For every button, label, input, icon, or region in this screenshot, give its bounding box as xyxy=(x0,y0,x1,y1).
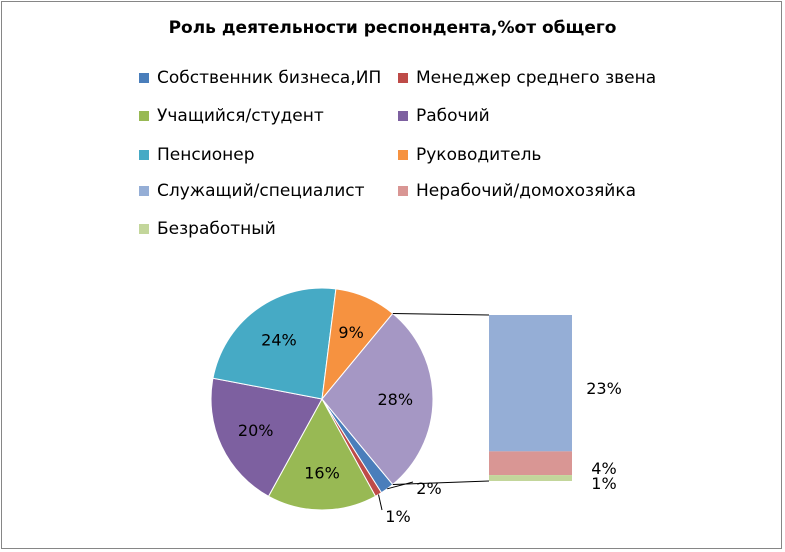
connector-line xyxy=(392,480,490,485)
data-label: 28% xyxy=(377,390,413,409)
legend-item: Нерабочий/домохозяйка xyxy=(398,180,636,202)
legend-swatch xyxy=(139,73,149,83)
data-label: 4% xyxy=(591,459,616,478)
bar-segment xyxy=(489,451,572,476)
legend-item: Руководитель xyxy=(398,144,541,166)
connector-line xyxy=(392,313,490,316)
data-label: 1% xyxy=(591,474,616,493)
data-label: 20% xyxy=(238,421,274,440)
legend-swatch xyxy=(139,111,149,121)
legend-item: Менеджер среднего звена xyxy=(398,67,656,89)
legend-label: Менеджер среднего звена xyxy=(416,68,657,88)
pie-slice xyxy=(212,287,337,400)
pie-slice xyxy=(210,377,323,497)
chart-title: Роль деятельности респондента,%от общего xyxy=(168,18,617,38)
pie-slice xyxy=(267,397,377,511)
legend-swatch xyxy=(398,73,408,83)
legend-item: Пенсионер xyxy=(139,144,255,166)
legend-label: Нерабочий/домохозяйка xyxy=(416,181,637,201)
data-label: 9% xyxy=(338,323,363,342)
legend-label: Служащий/специалист xyxy=(157,181,365,201)
leader-line xyxy=(387,481,414,490)
data-label: 24% xyxy=(261,331,297,350)
legend-label: Собственник бизнеса,ИП xyxy=(157,68,382,88)
legend-swatch xyxy=(398,111,408,121)
legend-swatch xyxy=(398,186,408,196)
bar-segment xyxy=(489,475,572,481)
legend-swatch xyxy=(139,186,149,196)
leader-line xyxy=(378,494,383,511)
data-label: 16% xyxy=(304,463,340,482)
legend-item: Рабочий xyxy=(398,105,490,127)
bar-segment xyxy=(489,315,572,452)
legend-swatch xyxy=(398,150,408,160)
legend-item: Учащийся/студент xyxy=(139,105,324,127)
data-label: 2% xyxy=(416,479,441,498)
legend-swatch xyxy=(139,150,149,160)
data-label: 23% xyxy=(586,379,622,398)
data-label: 1% xyxy=(385,507,410,526)
legend-item: Безработный xyxy=(139,218,276,240)
legend-label: Пенсионер xyxy=(157,145,255,165)
legend-item: Собственник бизнеса,ИП xyxy=(139,67,381,89)
pie-slice xyxy=(321,312,434,486)
legend-item: Служащий/специалист xyxy=(139,180,365,202)
legend-label: Учащийся/студент xyxy=(157,106,324,126)
legend-label: Рабочий xyxy=(416,106,490,126)
legend-label: Безработный xyxy=(157,219,276,239)
legend-swatch xyxy=(139,224,149,234)
legend-label: Руководитель xyxy=(416,145,542,165)
